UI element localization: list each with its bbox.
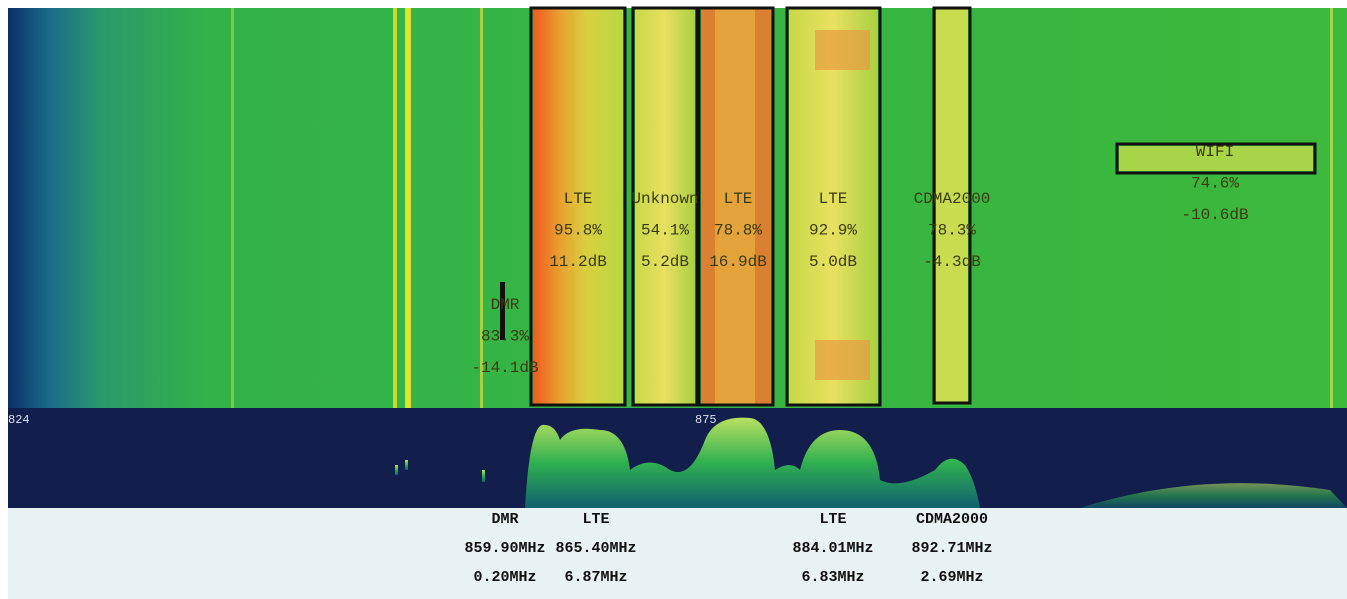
summary-bandwidth: 6.83MHz (801, 569, 864, 586)
frequency-label: 875 (695, 413, 717, 427)
detection-confidence: 92.9% (809, 222, 857, 240)
summary-center: 884.01MHz (792, 540, 873, 557)
summary-panel (8, 508, 1347, 599)
summary-center: 859.90MHz (464, 540, 545, 557)
detection-label: Unknown (631, 190, 698, 208)
detection-confidence: 74.6% (1191, 175, 1239, 193)
summary-label: CDMA2000 (916, 511, 988, 528)
summary-center: 865.40MHz (555, 540, 636, 557)
page: DMR 83.3% -14.1dB LTE 95.8% 11.2dB Unknown 54.1… (0, 0, 1347, 599)
frequency-label: 824 (8, 413, 30, 427)
summary-bandwidth: 2.69MHz (920, 569, 983, 586)
summary-bandwidth: 0.20MHz (473, 569, 536, 586)
spectrum-view: DMR 83.3% -14.1dB LTE 95.8% 11.2dB Unknown 54.1… (0, 0, 1347, 599)
detection-label: WIFI (1196, 143, 1234, 161)
detection-snr: -14.1dB (471, 359, 538, 377)
detection-snr: -10.6dB (1181, 206, 1248, 224)
summary-bandwidth: 6.87MHz (564, 569, 627, 586)
detection-label: LTE (564, 190, 593, 208)
detection-confidence: 54.1% (641, 222, 689, 240)
detection-snr: 11.2dB (549, 253, 607, 271)
summary-label: LTE (582, 511, 609, 528)
detection-snr: 5.2dB (641, 253, 689, 271)
detection-label: DMR (491, 296, 520, 314)
detection-label: CDMA2000 (914, 190, 991, 208)
detection-confidence: 83.3% (481, 328, 529, 346)
detection-snr: 5.0dB (809, 253, 857, 271)
detection-confidence: 95.8% (554, 222, 602, 240)
detection-snr: 16.9dB (709, 253, 767, 271)
summary-label: DMR (491, 511, 518, 528)
detection-confidence: 78.3% (928, 222, 976, 240)
summary-label: LTE (819, 511, 846, 528)
detection-label: LTE (819, 190, 848, 208)
summary-center: 892.71MHz (911, 540, 992, 557)
detection-label: LTE (724, 190, 753, 208)
detection-snr: -4.3dB (923, 253, 981, 271)
detection-confidence: 78.8% (714, 222, 762, 240)
